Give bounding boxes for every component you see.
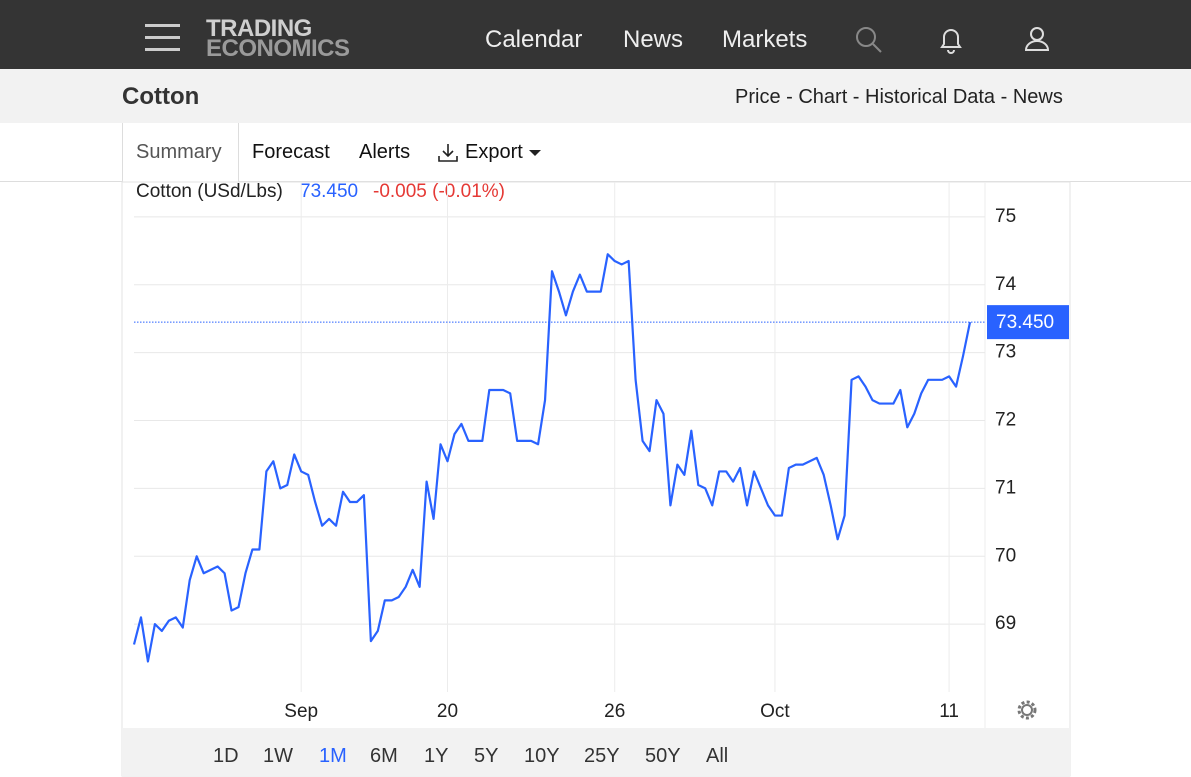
tab[interactable]: Alerts: [359, 141, 411, 163]
active-tab: [122, 123, 239, 182]
tab[interactable]: Forecast: [252, 141, 330, 163]
price-line: [132, 253, 972, 663]
range-button[interactable]: All: [706, 745, 729, 767]
logo[interactable]: TRADING: [206, 15, 312, 42]
range-button[interactable]: 1Y: [424, 745, 449, 767]
x-tick-label: Oct: [760, 701, 790, 722]
x-tick-label: 11: [939, 701, 959, 722]
page-title: Cotton: [122, 83, 200, 110]
nav-bar: TRADING ECONOMICS Calendar News Markets: [0, 0, 1191, 69]
bell-icon[interactable]: [938, 27, 964, 55]
logo[interactable]: ECONOMICS: [206, 35, 350, 62]
tab[interactable]: Summary: [136, 141, 222, 163]
user-icon[interactable]: [1024, 25, 1052, 53]
range-button[interactable]: 10Y: [524, 745, 560, 767]
x-tick-label: Sep: [284, 701, 318, 722]
range-button[interactable]: 6M: [370, 745, 398, 767]
header-bar: Cotton Price - Chart - Historical Data -…: [0, 69, 1191, 123]
range-button[interactable]: 1W: [263, 745, 293, 767]
range-bar: [122, 728, 1070, 776]
menu-item[interactable]: Markets: [722, 26, 808, 53]
search-icon[interactable]: [855, 26, 883, 54]
legend-price: 73.450: [300, 181, 358, 202]
y-tick-label: 70: [995, 545, 1016, 566]
settings-icon[interactable]: [1017, 700, 1037, 720]
range-button[interactable]: 50Y: [645, 745, 681, 767]
range-button[interactable]: 1D: [213, 745, 239, 767]
y-tick-label: 72: [995, 410, 1016, 431]
menu-item[interactable]: Calendar: [485, 26, 583, 53]
last-price-tag: [987, 305, 1069, 340]
legend-name: Cotton (USd/Lbs): [136, 181, 283, 202]
y-tick-label: 75: [995, 206, 1016, 227]
x-tick-label: 20: [437, 701, 458, 722]
legend-change: -0.005 (-0.01%): [373, 181, 505, 202]
menu-icon[interactable]: [145, 24, 181, 52]
range-button[interactable]: 5Y: [474, 745, 499, 767]
range-button[interactable]: 25Y: [584, 745, 620, 767]
menu-item[interactable]: News: [623, 26, 684, 53]
y-tick-label: 73: [995, 342, 1016, 363]
download-icon: [438, 144, 458, 162]
y-tick-label: 71: [995, 477, 1016, 498]
y-tick-label: 69: [995, 613, 1016, 634]
chart-frame: [121, 181, 1071, 777]
x-tick-label: 26: [604, 701, 625, 722]
y-tick-label: 74: [995, 274, 1017, 295]
range-button[interactable]: 1M: [319, 745, 347, 767]
dropdown-caret: [529, 150, 541, 156]
last-price-label: 73.450: [996, 312, 1054, 333]
tab[interactable]: Export: [465, 141, 523, 163]
header-links[interactable]: Price - Chart - Historical Data - News: [735, 86, 1063, 108]
